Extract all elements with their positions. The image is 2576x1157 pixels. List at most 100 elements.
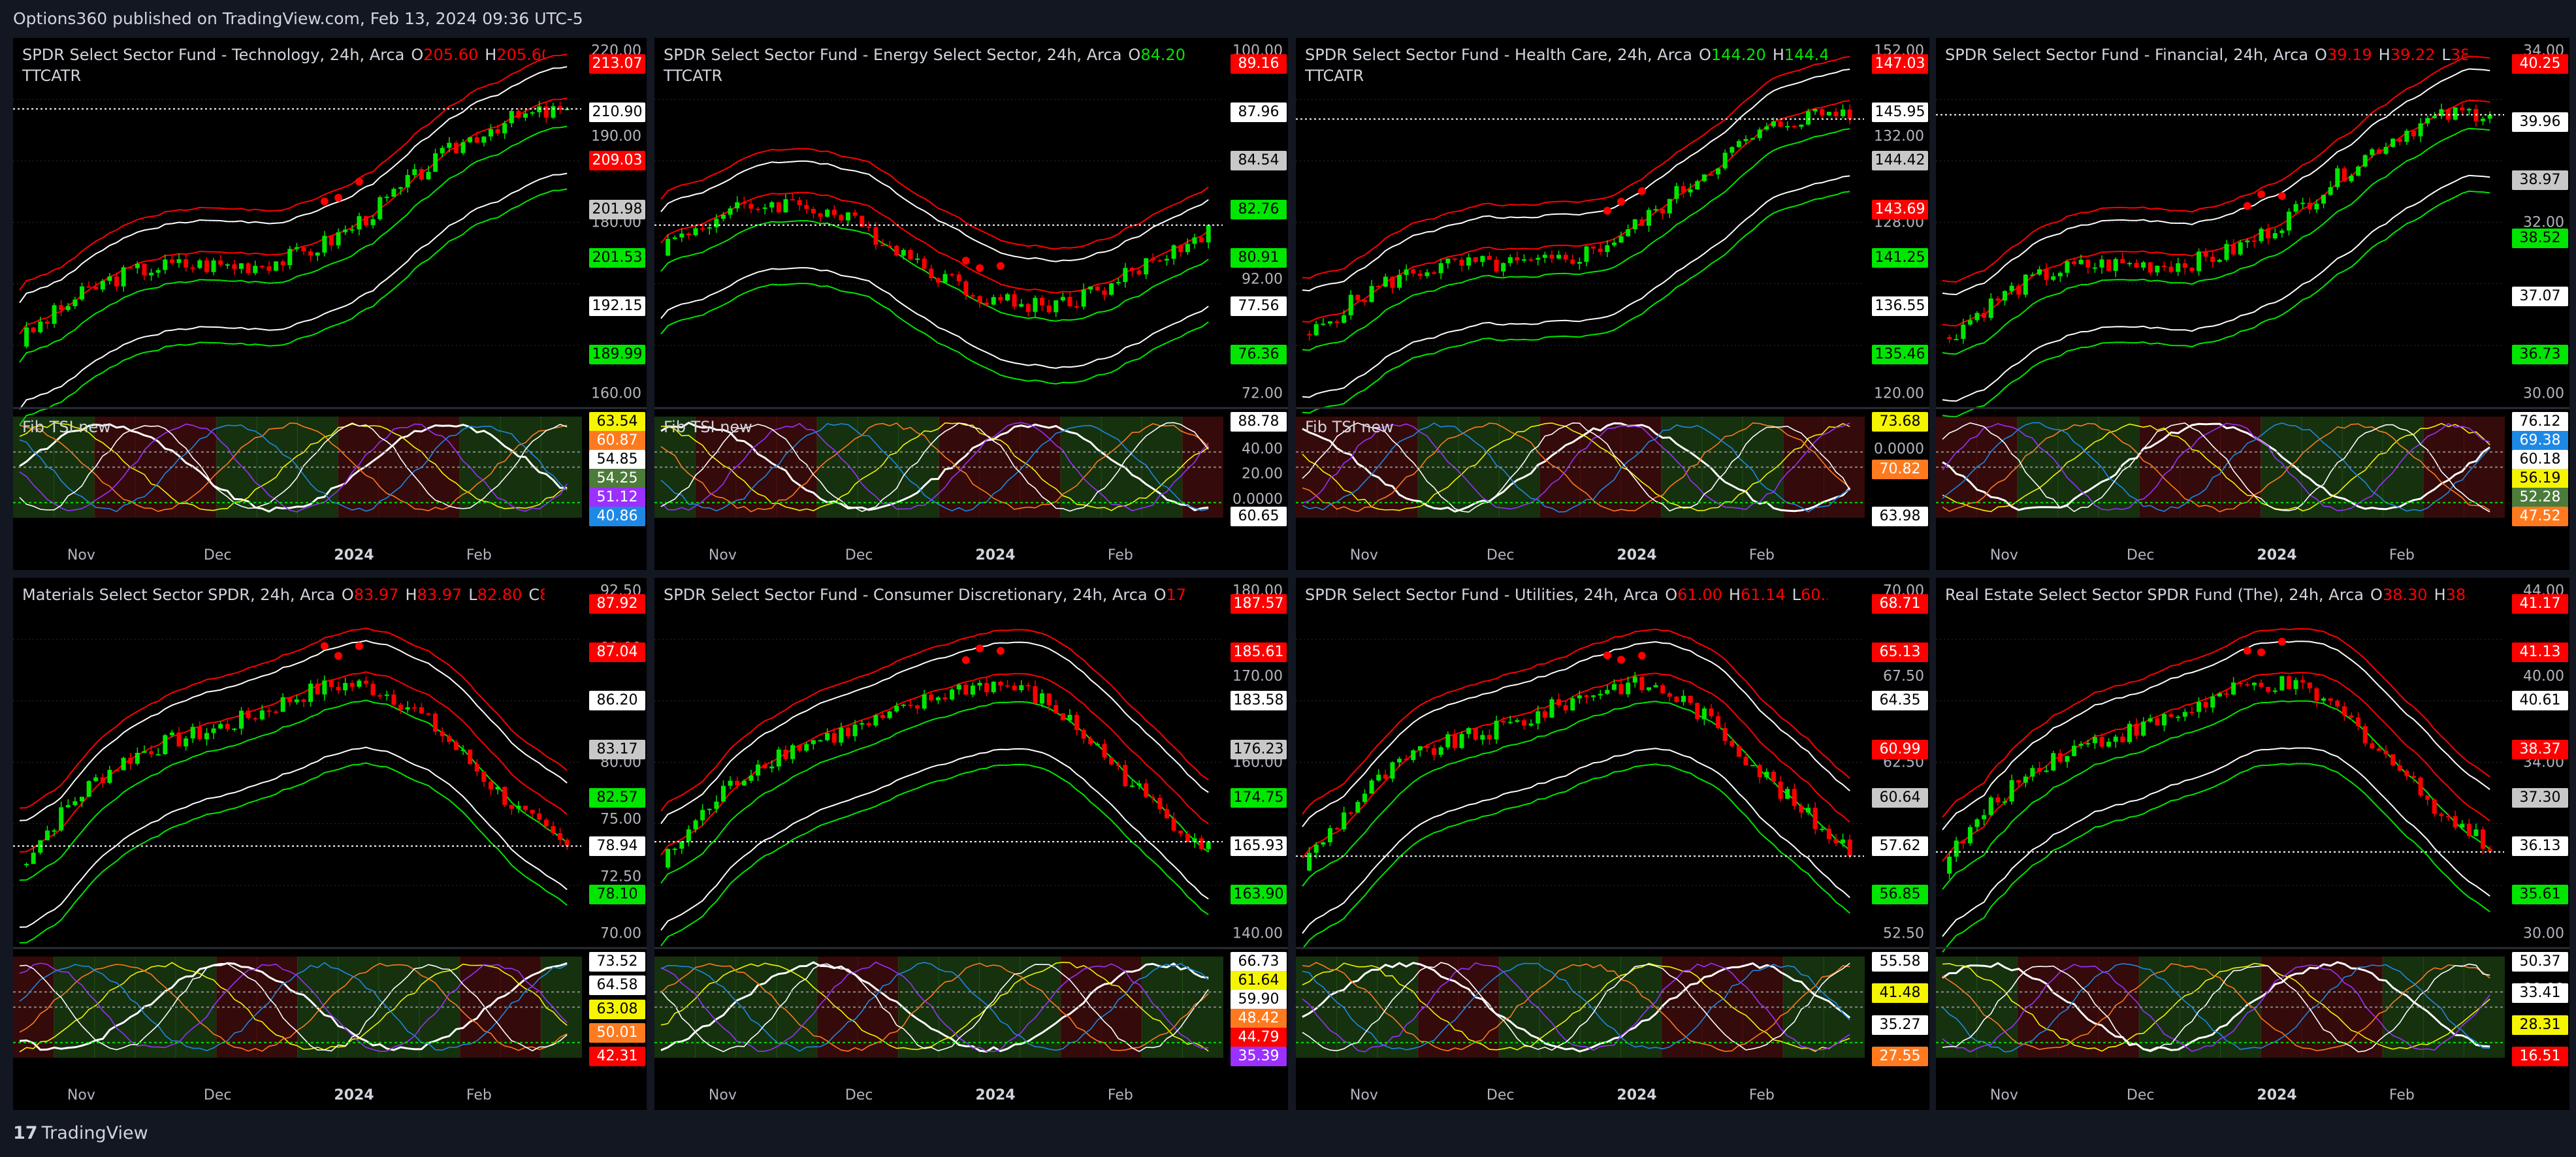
candle-body xyxy=(2335,168,2340,187)
chart-canvas[interactable] xyxy=(13,38,647,570)
candle-body xyxy=(1192,237,1197,244)
candle-body xyxy=(253,718,258,720)
chart-panel[interactable]: SPDR Select Sector Fund - Technology, 24… xyxy=(13,38,647,570)
chart-canvas[interactable] xyxy=(654,38,1288,570)
candle-body xyxy=(315,683,320,695)
price-label: 86.20 xyxy=(589,691,645,711)
chart-title[interactable]: Real Estate Select Sector SPDR Fund (The… xyxy=(1945,586,2468,604)
candle-body xyxy=(378,197,383,219)
candle-body xyxy=(530,112,535,114)
candle-body xyxy=(1040,298,1045,306)
candle-body xyxy=(426,172,431,180)
candle-body xyxy=(86,286,91,288)
candle-body xyxy=(1307,853,1312,871)
candle-body xyxy=(2176,716,2181,718)
chart-title[interactable]: SPDR Select Sector Fund - Consumer Discr… xyxy=(664,586,1186,604)
candle-body xyxy=(460,750,466,752)
candle-body xyxy=(1178,831,1183,834)
candle-body xyxy=(253,266,258,274)
tsi-indicator-label[interactable]: Fib TSI new xyxy=(1305,418,1394,436)
price-label: 213.07 xyxy=(589,54,645,74)
chart-canvas[interactable] xyxy=(1936,38,2569,570)
chart-canvas[interactable] xyxy=(13,578,647,1110)
candle-body xyxy=(2092,267,2097,269)
candle-body xyxy=(349,682,355,687)
candle-body xyxy=(707,808,712,810)
chart-panel[interactable]: Real Estate Select Sector SPDR Fund (The… xyxy=(1936,578,2569,1110)
tsi-line xyxy=(19,962,568,1053)
candle-body xyxy=(1102,290,1107,295)
band-line xyxy=(660,267,1209,369)
chart-title[interactable]: SPDR Select Sector Fund - Energy Select … xyxy=(664,46,1186,64)
chart-title[interactable]: SPDR Select Sector Fund - Health Care, 2… xyxy=(1305,46,1827,64)
candle-body xyxy=(2016,285,2021,295)
candle-body xyxy=(2065,755,2070,762)
candle-body xyxy=(929,268,934,278)
band-line xyxy=(660,191,1209,294)
chart-title[interactable]: SPDR Select Sector Fund - Utilities, 24h… xyxy=(1305,586,1827,604)
chart-title[interactable]: SPDR Select Sector Fund - Financial, 24h… xyxy=(1945,46,2468,64)
chart-panel[interactable]: SPDR Select Sector Fund - Utilities, 24h… xyxy=(1296,578,1929,1110)
candle-body xyxy=(1383,276,1388,287)
time-axis-label: Feb xyxy=(1107,547,1133,563)
candle-body xyxy=(2307,682,2312,689)
candle-body xyxy=(1536,257,1541,260)
band-line xyxy=(19,188,568,426)
candle-body xyxy=(2051,753,2056,771)
chart-panel[interactable]: SPDR Select Sector Fund - Financial, 24h… xyxy=(1936,38,2569,570)
signal-dot xyxy=(2243,646,2251,655)
candle-body xyxy=(2197,251,2202,272)
candle-body xyxy=(839,215,844,221)
chart-canvas[interactable] xyxy=(654,578,1288,1110)
signal-dot xyxy=(320,197,329,206)
candle-body xyxy=(2314,203,2319,210)
ohlc-label: O xyxy=(2370,586,2383,604)
chart-canvas[interactable] xyxy=(1296,38,1929,570)
price-axis-tick: 160.00 xyxy=(591,385,641,402)
candle-body xyxy=(1716,716,1721,729)
chart-panel[interactable]: SPDR Select Sector Fund - Consumer Discr… xyxy=(654,578,1288,1110)
band-line xyxy=(1302,69,1850,292)
chart-canvas[interactable] xyxy=(1296,578,1929,1110)
candle-body xyxy=(1639,676,1645,691)
candle-body xyxy=(211,260,216,272)
candle-body xyxy=(128,267,133,269)
candle-body xyxy=(551,826,556,834)
time-axis-label: Dec xyxy=(1486,547,1515,563)
band-line xyxy=(19,54,568,291)
signal-dot xyxy=(2257,190,2266,198)
chart-title[interactable]: SPDR Select Sector Fund - Technology, 24… xyxy=(22,46,545,64)
candle-body xyxy=(666,238,671,256)
chart-panel[interactable]: Materials Select Sector SPDR, 24h, Arca O… xyxy=(13,578,647,1110)
candle-body xyxy=(1074,714,1080,730)
tsi-indicator-label[interactable]: Fib TSI new xyxy=(22,418,111,436)
ohlc-label: H xyxy=(485,46,497,64)
indicator-label[interactable]: TTCATR xyxy=(664,67,723,85)
tsi-line xyxy=(660,422,1209,511)
candle-body xyxy=(142,264,147,276)
tradingview-logo[interactable]: 17 TradingView xyxy=(13,1123,148,1143)
time-axis-label: Dec xyxy=(845,1087,873,1103)
chart-title[interactable]: Materials Select Sector SPDR, 24h, Arca O… xyxy=(22,586,545,604)
candle-body xyxy=(1833,112,1839,117)
candle-body xyxy=(1995,298,2001,301)
candle-body xyxy=(558,833,563,840)
candle-body xyxy=(65,306,71,310)
chart-canvas[interactable] xyxy=(1936,578,2569,1110)
price-label: 82.76 xyxy=(1231,199,1287,219)
candle-body xyxy=(121,267,126,287)
tsi-line xyxy=(1302,962,1850,1052)
candle-body xyxy=(349,229,355,231)
chart-panel[interactable]: SPDR Select Sector Fund - Health Care, 2… xyxy=(1296,38,1929,570)
tsi-indicator-label[interactable]: Fib TSI new xyxy=(664,418,752,436)
candle-body xyxy=(741,202,747,204)
indicator-label[interactable]: TTCATR xyxy=(22,67,82,85)
ohlc-value: 84.20 xyxy=(1140,46,1186,64)
indicator-label[interactable]: TTCATR xyxy=(1305,67,1364,85)
chart-panel[interactable]: SPDR Select Sector Fund - Energy Select … xyxy=(654,38,1288,570)
candle-body xyxy=(1730,740,1735,746)
candle-body xyxy=(72,801,78,806)
ohlc-value: 205.60 xyxy=(496,46,545,64)
band-line xyxy=(19,125,568,363)
price-label: 87.96 xyxy=(1231,103,1287,123)
